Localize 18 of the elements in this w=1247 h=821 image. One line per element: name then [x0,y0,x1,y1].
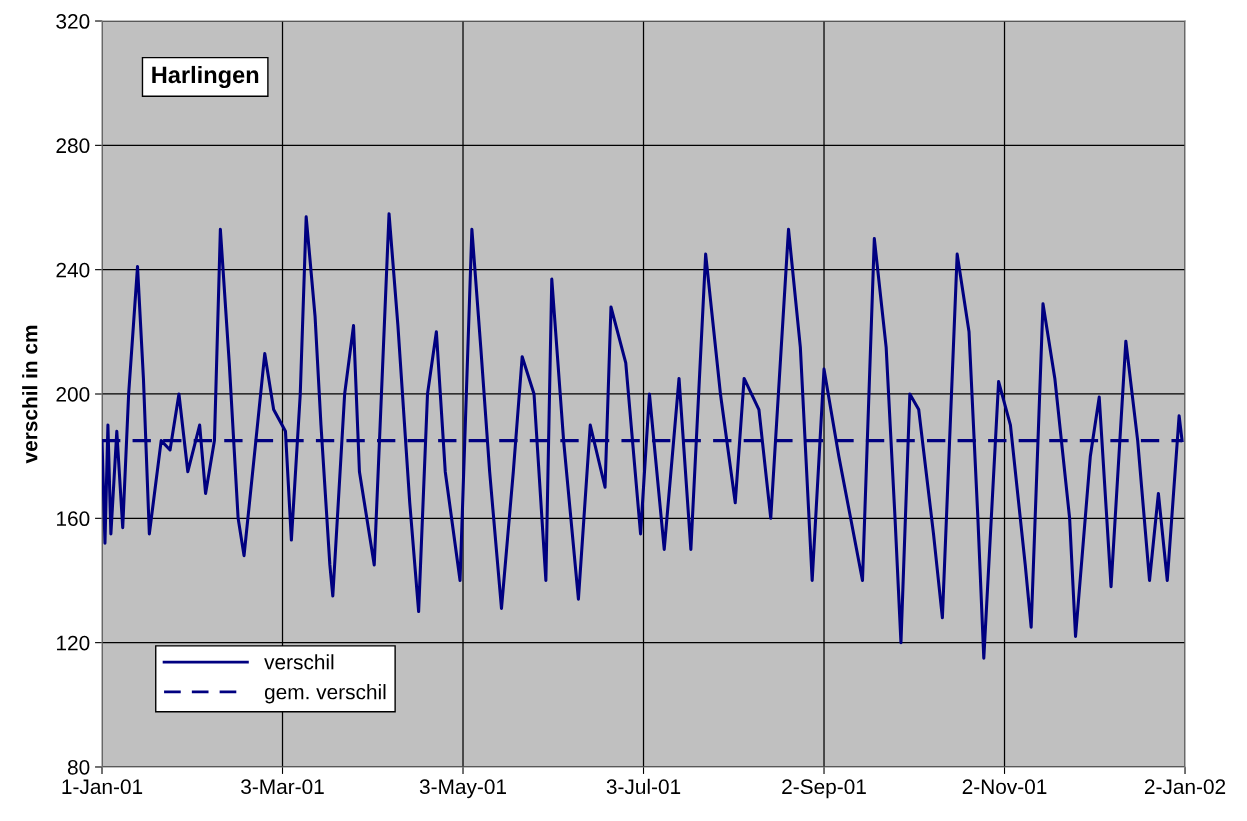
x-tick-label: 3-Mar-01 [241,779,324,795]
x-tick-label: 2-Nov-01 [962,779,1047,795]
y-tick-label: 160 [57,511,90,527]
x-tick-label: 1-Jan-01 [62,779,143,795]
y-tick-label: 240 [56,262,90,278]
x-tick-label: 2-Sep-01 [782,779,866,799]
y-tick-label: 280 [56,138,90,154]
legend-label: verschil [264,654,334,670]
legend-label: gem. verschil [264,684,386,704]
y-tick-label: 120 [57,635,90,651]
x-tick-label: 3-May-01 [419,779,506,799]
y-tick-label: 200 [56,387,90,402]
y-axis-title: verschil in cm [22,325,38,464]
x-tick-label: 3-Jul-01 [606,778,681,795]
y-tick-label: 320 [56,14,90,29]
text: Harlingen [152,65,259,89]
x-tick-label: 2-Jan-02 [1144,779,1226,795]
y-tick-label: 80 [67,759,90,775]
